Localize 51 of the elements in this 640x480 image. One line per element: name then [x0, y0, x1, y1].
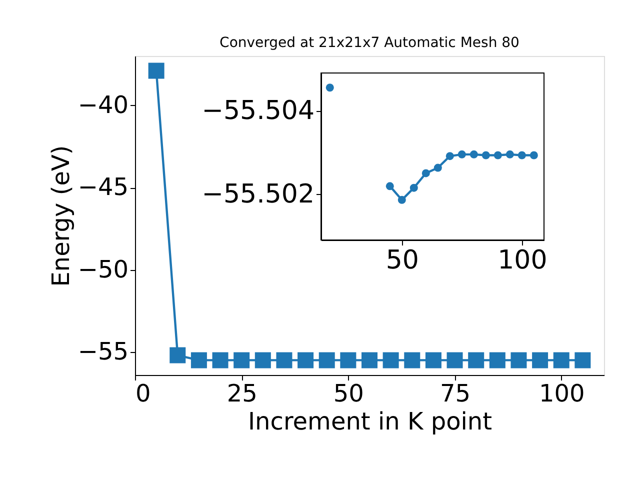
x-tick-label: 50	[386, 246, 419, 276]
point	[574, 352, 591, 368]
x-tick-label: 100	[498, 246, 548, 276]
point	[510, 352, 527, 368]
y-axis-title: Energy (eV)	[46, 145, 75, 287]
point	[422, 169, 430, 178]
point	[254, 352, 271, 368]
point	[340, 352, 356, 368]
point	[386, 182, 394, 190]
point	[404, 352, 420, 368]
point	[518, 151, 526, 160]
point	[530, 151, 538, 160]
point	[494, 151, 502, 160]
point	[434, 164, 442, 172]
point	[425, 352, 442, 368]
x-tick-label: 25	[226, 380, 258, 408]
point	[468, 352, 484, 368]
point	[326, 84, 334, 92]
x-tick-label: 0	[136, 380, 151, 408]
point	[506, 150, 514, 158]
point	[148, 62, 164, 79]
point	[398, 196, 406, 204]
y-tick-label: −50	[78, 255, 128, 284]
point	[482, 151, 490, 160]
point	[382, 352, 399, 368]
x-tick-label: 100	[538, 380, 585, 408]
point	[234, 352, 250, 368]
x-axis-title: Increment in K point	[248, 408, 492, 436]
point	[170, 347, 186, 364]
y-tick-label: −55.502	[202, 180, 314, 210]
point	[276, 352, 292, 368]
point	[489, 352, 506, 368]
point	[362, 352, 378, 368]
point	[190, 352, 207, 368]
point	[318, 352, 335, 368]
point	[410, 184, 418, 192]
y-tick-label: −40	[78, 90, 128, 119]
y-tick-label: −55.504	[202, 96, 314, 126]
point	[298, 352, 314, 368]
x-tick-label: 50	[333, 380, 364, 408]
point	[470, 150, 478, 158]
y-tick-label: −45	[78, 173, 128, 202]
point	[458, 150, 466, 158]
y-tick-label: −55	[78, 337, 128, 366]
point	[212, 352, 228, 368]
point	[553, 352, 570, 368]
point	[446, 352, 463, 368]
point	[446, 152, 454, 160]
chart-title: Converged at 21x21x7 Automatic Mesh 80	[220, 35, 520, 51]
x-tick-label: 75	[440, 380, 471, 408]
point	[532, 352, 548, 368]
